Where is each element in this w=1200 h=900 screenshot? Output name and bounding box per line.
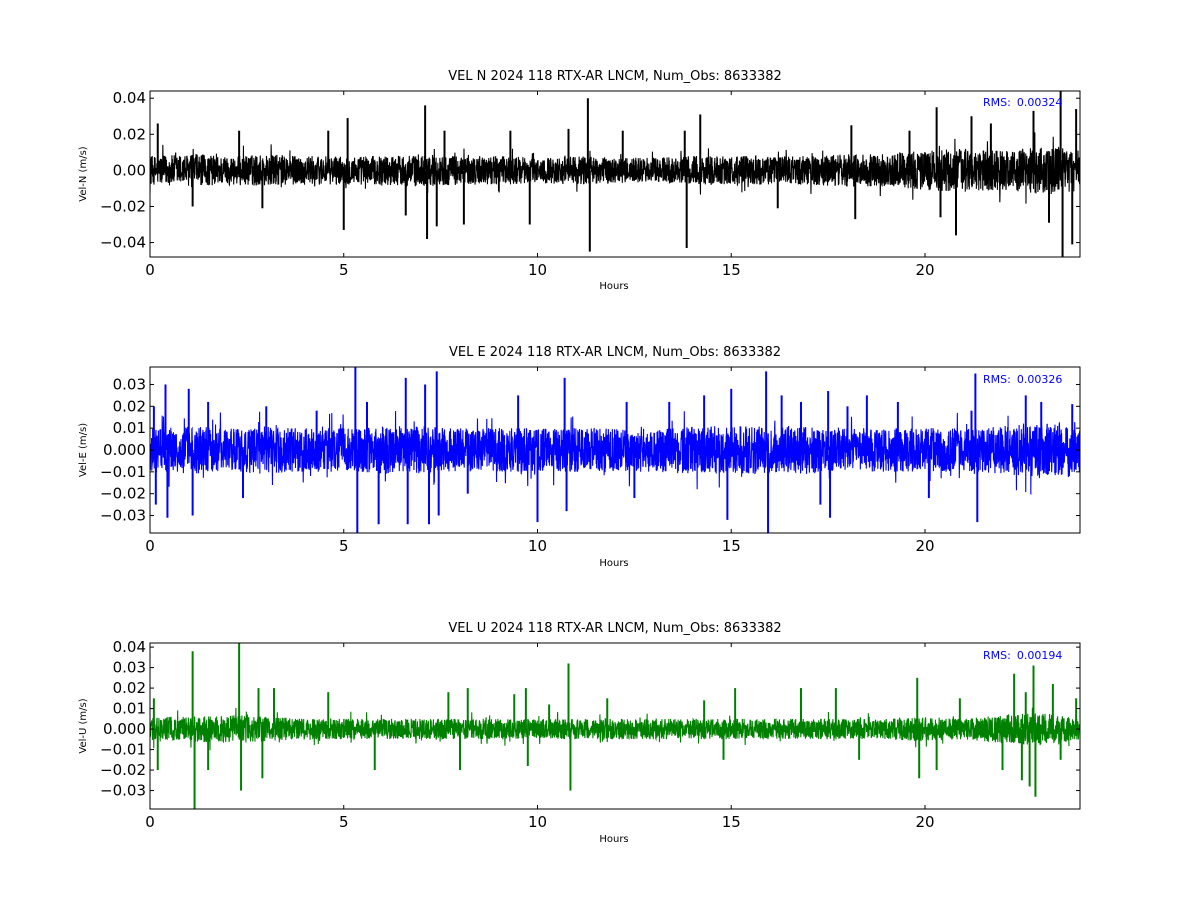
rms-annotation: RMS: 0.00194 — [983, 649, 1062, 662]
y-tick-label: −0.02 — [100, 485, 146, 503]
y-tick-label: −0.01 — [100, 741, 146, 759]
rms-value: 0.00324 — [1017, 96, 1063, 109]
panel-vel-e: VEL E 2024 118 RTX-AR LNCM, Num_Obs: 863… — [78, 345, 1081, 569]
rms-value: 0.00194 — [1017, 649, 1063, 662]
x-tick-label: 20 — [915, 813, 934, 831]
y-tick-label: −0.04 — [100, 234, 146, 252]
x-axis-label: Hours — [599, 281, 628, 292]
y-tick-label: 0.02 — [113, 125, 146, 143]
rms-annotation: RMS: 0.00324 — [983, 96, 1062, 109]
panel-title: VEL E 2024 118 RTX-AR LNCM, Num_Obs: 863… — [449, 345, 781, 360]
y-tick-label: 0.000 — [103, 720, 146, 738]
y-axis-label: Vel-E (m/s) — [78, 423, 89, 477]
x-tick-label: 0 — [145, 813, 155, 831]
y-tick-label: 0.03 — [113, 659, 146, 677]
axes-frame — [149, 90, 1081, 258]
x-axis-label: Hours — [599, 558, 628, 569]
rms-annotation: RMS: 0.00326 — [983, 373, 1062, 386]
x-tick-label: 5 — [339, 261, 349, 279]
y-tick-label: −0.02 — [100, 197, 146, 215]
panel-title: VEL U 2024 118 RTX-AR LNCM, Num_Obs: 863… — [448, 621, 781, 636]
y-tick-label: −0.02 — [100, 761, 146, 779]
x-axis-label: Hours — [599, 834, 628, 845]
x-tick-label: 20 — [915, 537, 934, 555]
x-tick-label: 15 — [722, 813, 741, 831]
panel-vel-u: VEL U 2024 118 RTX-AR LNCM, Num_Obs: 863… — [78, 621, 1081, 845]
x-tick-label: 10 — [528, 261, 547, 279]
y-tick-label: −0.01 — [100, 463, 146, 481]
y-tick-label: 0.000 — [103, 441, 146, 459]
plot-area: 0 5 10 15 20 −0.04 −0.02 0.00 0.02 0.04 — [100, 89, 1080, 279]
y-tick-label: 0.01 — [113, 700, 146, 718]
x-tick-label: 20 — [915, 261, 934, 279]
rms-label-text: RMS: — [983, 96, 1011, 109]
y-axis-label: Vel-N (m/s) — [78, 146, 89, 201]
y-tick-label: 0.02 — [113, 397, 146, 415]
x-tick-label: 15 — [722, 261, 741, 279]
axes-frame — [149, 366, 1081, 534]
velocity-trace — [150, 707, 1080, 751]
y-axis-label: Vel-U (m/s) — [78, 698, 89, 753]
velocity-trace — [150, 410, 1080, 495]
y-tick-label: 0.00 — [113, 161, 146, 179]
x-tick-label: 0 — [145, 537, 155, 555]
x-tick-label: 10 — [528, 537, 547, 555]
y-tick-label: 0.04 — [113, 89, 146, 107]
y-tick-label: 0.02 — [113, 679, 146, 697]
axes-frame — [149, 642, 1081, 810]
velocity-trace — [150, 132, 1080, 204]
x-tick-label: 0 — [145, 261, 155, 279]
panel-title: VEL N 2024 118 RTX-AR LNCM, Num_Obs: 863… — [448, 69, 782, 84]
rms-label: RMS: 0.00194 — [983, 649, 1062, 662]
rms-label-text: RMS: — [983, 373, 1011, 386]
y-tick-label: −0.03 — [100, 782, 146, 800]
y-tick-label: 0.03 — [113, 375, 146, 393]
rms-label: RMS: 0.00324 — [983, 96, 1062, 109]
rms-label-text: RMS: — [983, 649, 1011, 662]
y-tick-label: 0.04 — [113, 638, 146, 656]
plot-area: 0 5 10 15 20 −0.03 −0.02 −0.01 0.000 0.01 0.02 0.03… — [100, 638, 1080, 831]
plot-area: 0 5 10 15 20 −0.03 −0.02 −0.01 0.000 0.01 0.02 0.03 — [100, 367, 1080, 555]
panel-vel-n: VEL N 2024 118 RTX-AR LNCM, Num_Obs: 863… — [78, 69, 1081, 292]
x-tick-label: 5 — [339, 813, 349, 831]
rms-label: RMS: 0.00326 — [983, 373, 1062, 386]
x-tick-label: 5 — [339, 537, 349, 555]
x-tick-label: 15 — [722, 537, 741, 555]
rms-value: 0.00326 — [1017, 373, 1063, 386]
y-tick-label: 0.01 — [113, 419, 146, 437]
y-tick-label: −0.03 — [100, 507, 146, 525]
x-tick-label: 10 — [528, 813, 547, 831]
